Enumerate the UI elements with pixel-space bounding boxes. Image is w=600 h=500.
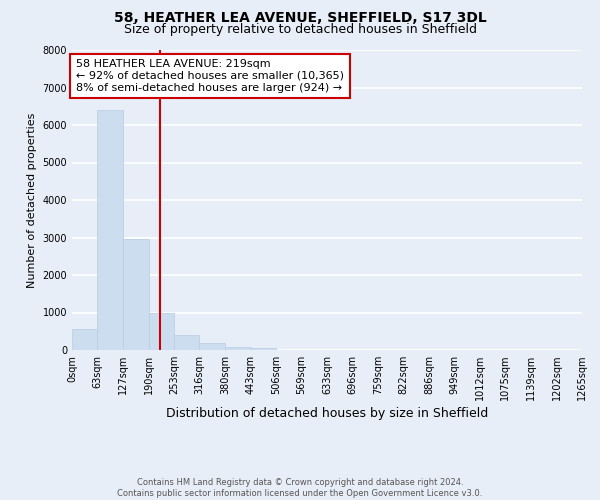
Y-axis label: Number of detached properties: Number of detached properties xyxy=(27,112,37,288)
Text: Size of property relative to detached houses in Sheffield: Size of property relative to detached ho… xyxy=(124,22,476,36)
Bar xyxy=(149,312,174,350)
Text: 58, HEATHER LEA AVENUE, SHEFFIELD, S17 3DL: 58, HEATHER LEA AVENUE, SHEFFIELD, S17 3… xyxy=(113,11,487,25)
Text: Contains HM Land Registry data © Crown copyright and database right 2024.
Contai: Contains HM Land Registry data © Crown c… xyxy=(118,478,482,498)
X-axis label: Distribution of detached houses by size in Sheffield: Distribution of detached houses by size … xyxy=(166,408,488,420)
Text: 58 HEATHER LEA AVENUE: 219sqm
← 92% of detached houses are smaller (10,365)
8% o: 58 HEATHER LEA AVENUE: 219sqm ← 92% of d… xyxy=(76,60,344,92)
Bar xyxy=(199,343,225,350)
Bar xyxy=(174,336,199,350)
Bar xyxy=(72,329,97,350)
Bar xyxy=(251,348,276,350)
Bar xyxy=(123,240,149,350)
Bar xyxy=(225,347,251,350)
Bar xyxy=(97,110,123,350)
